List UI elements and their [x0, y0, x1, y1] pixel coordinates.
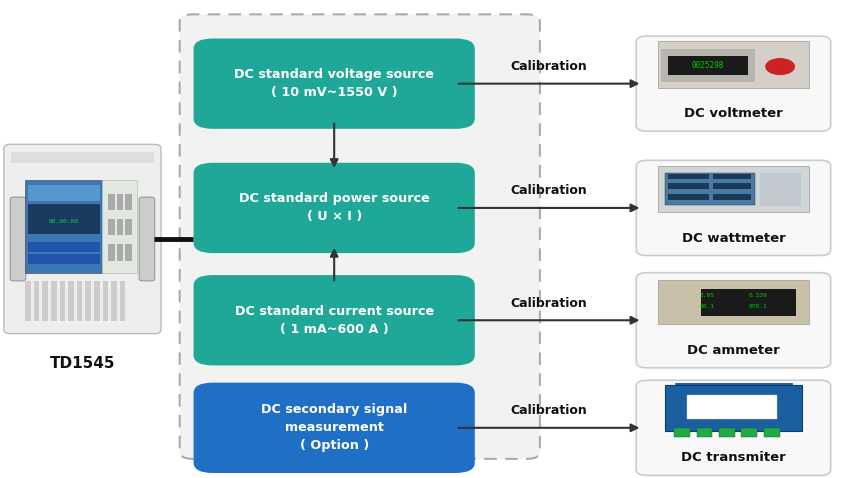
FancyBboxPatch shape	[3, 144, 161, 334]
FancyBboxPatch shape	[636, 36, 831, 131]
Text: Calibration: Calibration	[510, 60, 588, 73]
FancyBboxPatch shape	[665, 384, 802, 431]
FancyBboxPatch shape	[665, 173, 755, 205]
Text: Calibration: Calibration	[510, 404, 588, 417]
FancyBboxPatch shape	[194, 163, 475, 253]
FancyBboxPatch shape	[139, 197, 155, 281]
FancyBboxPatch shape	[43, 281, 48, 321]
FancyBboxPatch shape	[713, 184, 751, 189]
FancyBboxPatch shape	[194, 39, 475, 129]
FancyBboxPatch shape	[28, 242, 100, 252]
Circle shape	[766, 59, 794, 75]
FancyBboxPatch shape	[125, 244, 132, 261]
FancyBboxPatch shape	[658, 41, 809, 87]
FancyBboxPatch shape	[60, 281, 65, 321]
Text: 0025298: 0025298	[692, 61, 724, 70]
FancyBboxPatch shape	[194, 275, 475, 365]
Text: DC wattmeter: DC wattmeter	[681, 231, 786, 245]
Text: Calibration: Calibration	[510, 297, 588, 310]
FancyBboxPatch shape	[760, 174, 800, 206]
FancyBboxPatch shape	[667, 56, 748, 75]
FancyBboxPatch shape	[674, 428, 690, 437]
Text: DC standard voltage source
( 10 mV~1550 V ): DC standard voltage source ( 10 mV~1550 …	[234, 68, 434, 99]
FancyBboxPatch shape	[34, 281, 40, 321]
FancyBboxPatch shape	[125, 219, 132, 235]
Text: DC standard power source
( U × I ): DC standard power source ( U × I )	[239, 193, 430, 223]
Text: DC voltmeter: DC voltmeter	[684, 107, 783, 120]
Text: DC secondary signal
measurement
( Option ): DC secondary signal measurement ( Option…	[261, 403, 407, 452]
FancyBboxPatch shape	[28, 254, 100, 264]
FancyBboxPatch shape	[25, 281, 31, 321]
Text: DC ammeter: DC ammeter	[687, 344, 779, 357]
Text: 00.00.00: 00.00.00	[49, 219, 79, 224]
FancyBboxPatch shape	[108, 219, 115, 235]
FancyBboxPatch shape	[180, 14, 540, 459]
FancyBboxPatch shape	[658, 165, 809, 212]
FancyBboxPatch shape	[108, 194, 115, 210]
Text: DC transmiter: DC transmiter	[681, 451, 786, 465]
FancyBboxPatch shape	[28, 205, 100, 234]
FancyBboxPatch shape	[696, 428, 713, 437]
Text: 50.1: 50.1	[700, 304, 714, 309]
FancyBboxPatch shape	[636, 380, 831, 475]
FancyBboxPatch shape	[76, 281, 82, 321]
FancyBboxPatch shape	[713, 195, 751, 200]
FancyBboxPatch shape	[116, 219, 123, 235]
FancyBboxPatch shape	[661, 49, 755, 82]
FancyBboxPatch shape	[667, 184, 708, 189]
FancyBboxPatch shape	[764, 428, 779, 437]
Text: 0.339: 0.339	[749, 293, 767, 298]
FancyBboxPatch shape	[667, 195, 708, 200]
FancyBboxPatch shape	[68, 281, 74, 321]
FancyBboxPatch shape	[194, 382, 475, 473]
FancyBboxPatch shape	[116, 244, 123, 261]
FancyBboxPatch shape	[28, 185, 100, 201]
Text: Calibration: Calibration	[510, 185, 588, 197]
FancyBboxPatch shape	[111, 281, 117, 321]
Text: 3.95: 3.95	[700, 293, 714, 298]
FancyBboxPatch shape	[636, 161, 831, 256]
FancyBboxPatch shape	[667, 174, 708, 179]
Text: 078.1: 078.1	[749, 304, 767, 309]
FancyBboxPatch shape	[85, 281, 91, 321]
Text: TD1545: TD1545	[49, 356, 115, 371]
Text: DC standard current source
( 1 mA~600 A ): DC standard current source ( 1 mA~600 A …	[234, 305, 434, 336]
FancyBboxPatch shape	[25, 180, 102, 272]
FancyBboxPatch shape	[675, 382, 792, 399]
FancyBboxPatch shape	[719, 428, 735, 437]
FancyBboxPatch shape	[10, 152, 155, 163]
FancyBboxPatch shape	[701, 289, 796, 316]
FancyBboxPatch shape	[116, 194, 123, 210]
FancyBboxPatch shape	[108, 244, 115, 261]
FancyBboxPatch shape	[125, 194, 132, 210]
FancyBboxPatch shape	[713, 174, 751, 179]
FancyBboxPatch shape	[120, 281, 126, 321]
FancyBboxPatch shape	[51, 281, 56, 321]
FancyBboxPatch shape	[741, 428, 757, 437]
FancyBboxPatch shape	[94, 281, 100, 321]
FancyBboxPatch shape	[102, 281, 108, 321]
FancyBboxPatch shape	[687, 395, 777, 419]
FancyBboxPatch shape	[636, 272, 831, 368]
FancyBboxPatch shape	[102, 180, 137, 272]
FancyBboxPatch shape	[10, 197, 26, 281]
FancyBboxPatch shape	[658, 280, 809, 324]
